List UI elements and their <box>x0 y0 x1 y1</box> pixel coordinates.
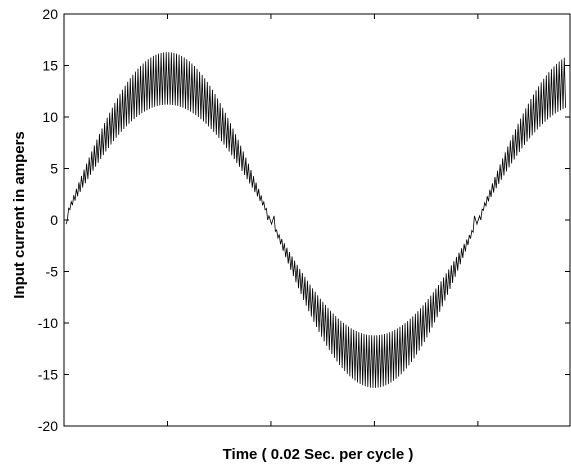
y-tick-label: 5 <box>50 161 58 177</box>
y-tick-label: 20 <box>42 6 58 22</box>
axes: 20 15 10 5 0 -5 -10 -15 -20 <box>38 6 571 434</box>
y-tick-label: 15 <box>42 58 58 74</box>
y-tick-label: 10 <box>42 109 58 125</box>
y-tick-label: -20 <box>38 418 58 434</box>
y-tick-label: -5 <box>46 264 59 280</box>
y-tick-label: 0 <box>50 212 58 228</box>
y-axis-label: Input current in ampers <box>11 131 28 299</box>
y-tick-label: -15 <box>38 367 58 383</box>
y-tick-label: -10 <box>38 315 58 331</box>
x-axis-label: Time ( 0.02 Sec. per cycle ) <box>223 446 414 463</box>
current-waveform-line <box>65 52 566 388</box>
plot-area <box>65 52 566 388</box>
